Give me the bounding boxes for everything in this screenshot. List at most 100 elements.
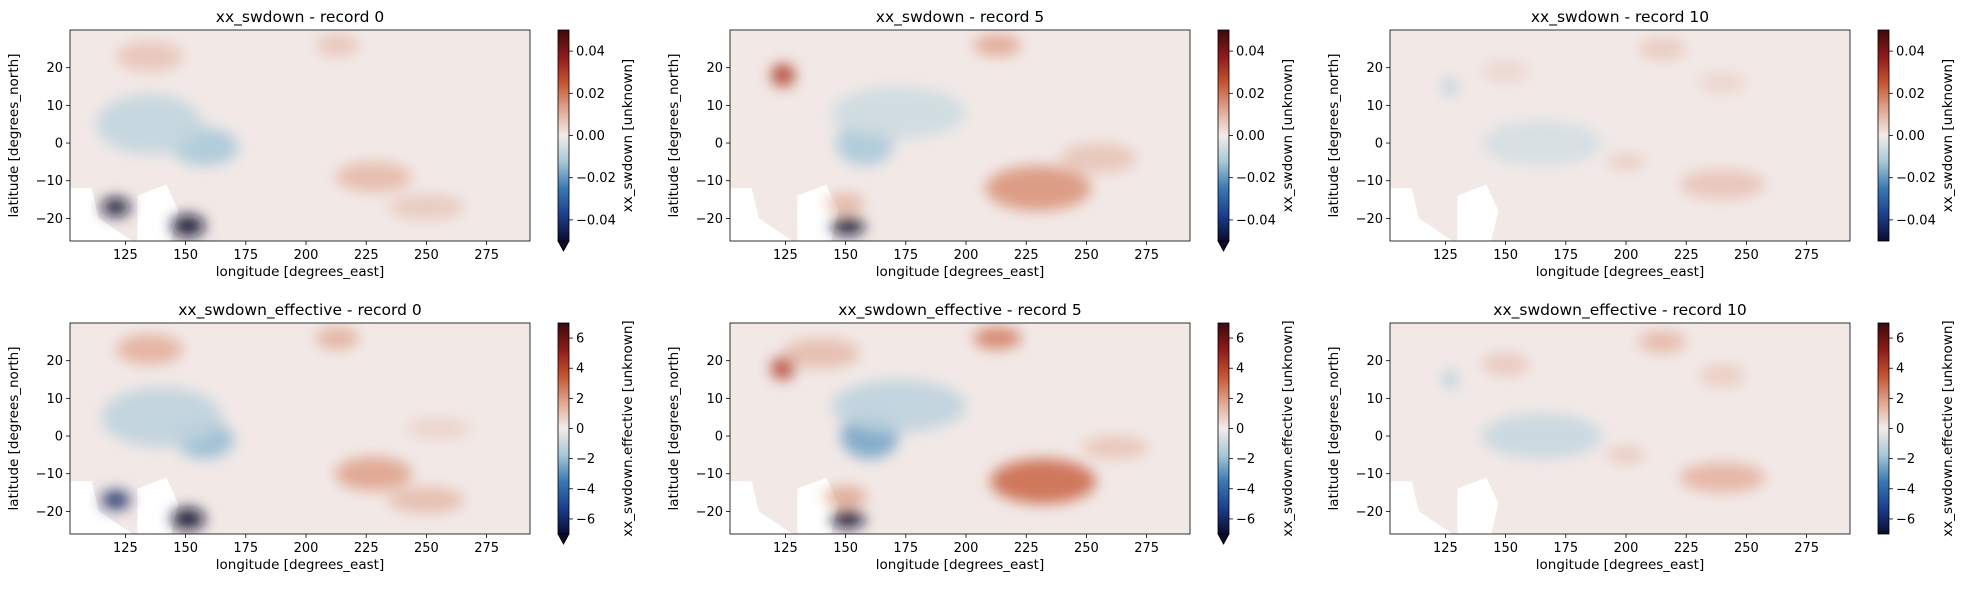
y-axis-label: latitude [degrees_north] <box>1326 54 1342 218</box>
colorbar-tick-label: −2 <box>1896 452 1915 467</box>
land-mask <box>730 184 839 241</box>
land-mask <box>1390 477 1499 534</box>
field-blob-2 <box>1679 169 1766 200</box>
x-tick-label: 175 <box>233 541 258 556</box>
subplot-3: 125 150 175 200 225 250 275−20−1001020xx_swdow… <box>6 301 636 573</box>
x-tick-label: 275 <box>474 248 499 263</box>
subplot-5: 125 150 175 200 225 250 275−20−1001020xx_swdow… <box>1326 301 1956 573</box>
field-blob-3 <box>96 94 203 155</box>
field-blob-8 <box>1081 436 1150 459</box>
colorbar-tick-label: −4 <box>576 482 595 497</box>
y-tick-label: 20 <box>706 61 723 76</box>
y-tick-label: −20 <box>1356 505 1383 520</box>
y-tick-label: 0 <box>715 430 723 445</box>
field-anomalies <box>96 33 465 238</box>
y-tick-label: −20 <box>696 212 723 227</box>
y-tick-label: 10 <box>1366 392 1383 407</box>
field-blob-1 <box>770 63 796 87</box>
x-tick-label: 200 <box>1614 248 1639 263</box>
colorbar-gradient <box>1217 29 1230 242</box>
colorbar-tick-label: 0.00 <box>576 129 605 144</box>
field-blob-7 <box>782 338 861 369</box>
field-blob-4 <box>334 456 412 491</box>
field-blob-4 <box>334 161 412 193</box>
field-blob-3 <box>101 387 222 448</box>
colorbar-gradient <box>1877 322 1890 535</box>
colorbar-gradient <box>557 29 570 242</box>
x-tick-label: 150 <box>1493 541 1518 556</box>
x-tick-label: 275 <box>1794 541 1819 556</box>
x-tick-label: 250 <box>1734 248 1759 263</box>
x-tick-label: 200 <box>954 541 979 556</box>
x-tick-label: 200 <box>954 248 979 263</box>
colorbar-tick-label: −0.04 <box>576 213 616 228</box>
field-blob-3 <box>831 86 967 140</box>
colorbar-tick-label: 4 <box>1896 362 1904 377</box>
colorbar-tick-label: 2 <box>576 392 584 407</box>
colorbar-tick-label: −0.04 <box>1236 213 1276 228</box>
colorbar-gradient <box>557 322 570 535</box>
field-blob-6 <box>1698 71 1747 95</box>
chart-title: xx_swdown_effective - record 5 <box>838 301 1082 320</box>
y-tick-label: 10 <box>46 392 63 407</box>
field-anomalies <box>101 326 473 531</box>
colorbar-tick-label: −2 <box>576 452 595 467</box>
x-tick-label: 225 <box>1014 248 1039 263</box>
y-tick-label: 20 <box>706 354 723 369</box>
x-tick-label: 225 <box>1674 541 1699 556</box>
x-tick-label: 200 <box>294 541 319 556</box>
colorbar-tick-label: 6 <box>576 332 584 347</box>
colorbar-label: xx_swdown [unknown] <box>1280 59 1296 212</box>
field-blob-5 <box>973 326 1022 350</box>
y-tick-label: −20 <box>1356 212 1383 227</box>
y-tick-label: 0 <box>55 430 63 445</box>
colorbar-extend-arrow <box>1217 240 1230 252</box>
field-blob-1 <box>171 214 205 238</box>
x-tick-label: 125 <box>113 541 138 556</box>
x-tick-label: 200 <box>1614 541 1639 556</box>
colorbar-extend-arrow <box>557 533 570 545</box>
colorbar-tick-label: −6 <box>1896 512 1915 527</box>
y-axis-label: latitude [degrees_north] <box>666 54 682 218</box>
colorbar-tick-label: 0.04 <box>1236 45 1265 60</box>
x-tick-label: 150 <box>173 541 198 556</box>
colorbar-tick-label: −4 <box>1896 482 1915 497</box>
plot-frame <box>69 29 531 242</box>
colorbar-extend-arrow <box>1217 533 1230 545</box>
colorbar: 0.04 0.02 0.00 −0.02 −0.04 xx_swdown [unknown… <box>557 29 636 252</box>
x-tick-label: 275 <box>474 541 499 556</box>
y-tick-label: −10 <box>1356 467 1383 482</box>
y-tick-label: −20 <box>36 505 63 520</box>
colorbar-tick-label: 0.00 <box>1236 129 1265 144</box>
x-tick-label: 275 <box>1794 248 1819 263</box>
colorbar-tick-label: 2 <box>1896 392 1904 407</box>
y-tick-label: −10 <box>36 467 63 482</box>
x-axis-label: longitude [degrees_east] <box>1536 264 1704 280</box>
colorbar-tick-label: 0 <box>1896 422 1904 437</box>
colorbar-extend-arrow <box>557 240 570 252</box>
x-tick-label: 275 <box>1134 248 1159 263</box>
field-blob-0 <box>1442 370 1458 389</box>
field-anomalies <box>770 326 1150 529</box>
land-mask <box>1390 184 1499 241</box>
x-tick-label: 225 <box>1014 541 1039 556</box>
field-blob-4 <box>985 165 1092 211</box>
field-blob-0 <box>831 509 865 529</box>
colorbar-tick-label: −6 <box>576 512 595 527</box>
colorbar-tick-label: −0.02 <box>576 171 616 186</box>
field-blob-0 <box>101 197 131 217</box>
x-tick-label: 225 <box>354 541 379 556</box>
colorbar-tick-label: 0.02 <box>576 87 605 102</box>
y-tick-label: 0 <box>715 137 723 152</box>
chart-title: xx_swdown - record 0 <box>216 8 384 27</box>
colorbar-tick-label: 0.02 <box>1896 87 1925 102</box>
subplot-2: 125 150 175 200 225 250 275 −20 −10 0 10 20 xx_swdow… <box>1326 8 1956 280</box>
field-blob-0 <box>1442 77 1458 96</box>
chart-title: xx_swdown_effective - record 10 <box>1493 301 1746 320</box>
y-tick-label: 10 <box>46 99 63 114</box>
field-blob-6 <box>1698 364 1747 388</box>
y-tick-label: 10 <box>706 392 723 407</box>
x-tick-label: 275 <box>1134 541 1159 556</box>
colorbar-tick-label: −6 <box>1236 512 1255 527</box>
